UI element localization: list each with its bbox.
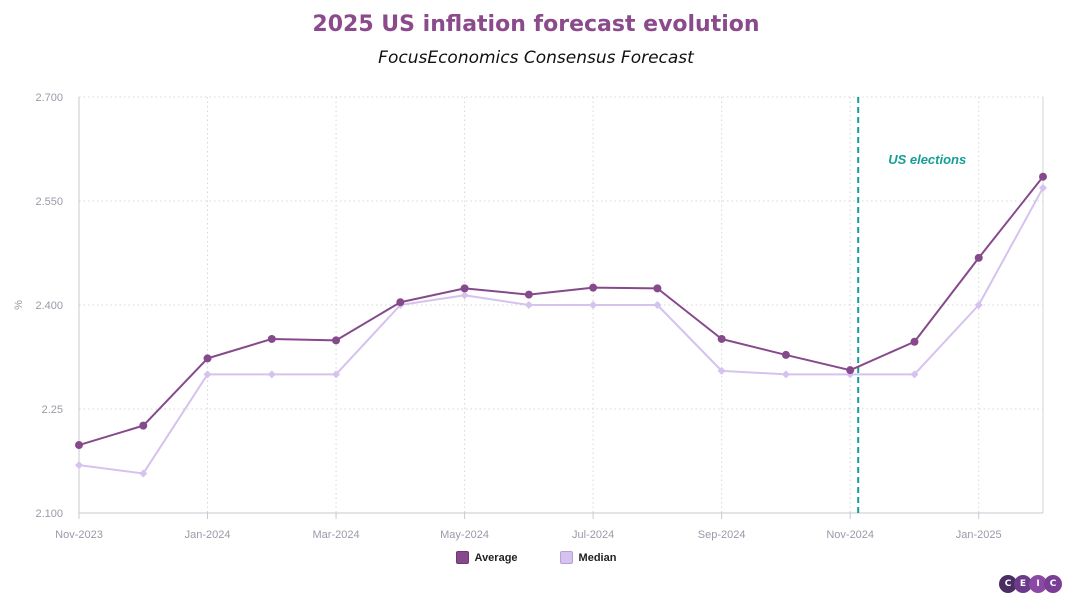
data-point-median[interactable] <box>332 370 341 379</box>
data-point-median[interactable] <box>267 370 276 379</box>
data-point-median[interactable] <box>203 370 212 379</box>
logo-letter: I <box>1029 575 1047 593</box>
data-point-average[interactable] <box>139 421 148 430</box>
data-point-median[interactable] <box>781 370 790 379</box>
data-point-median[interactable] <box>75 461 83 470</box>
data-point-average[interactable] <box>396 298 405 307</box>
data-point-median[interactable] <box>589 301 598 309</box>
data-point-median[interactable] <box>460 291 469 300</box>
data-point-average[interactable] <box>589 283 598 292</box>
data-point-median[interactable] <box>524 301 533 309</box>
x-tick-label: Nov-2024 <box>826 529 874 541</box>
x-tick-label: Jan-2025 <box>956 529 1002 541</box>
x-tick-label: Jul-2024 <box>572 529 614 541</box>
data-point-average[interactable] <box>1039 172 1047 181</box>
axes: 2.100 2.25 2.400 2.550 2.700 Nov-2023 Jan-2024… <box>13 92 1044 541</box>
legend-item-median[interactable]: Median <box>559 551 617 564</box>
x-tick-label: May-2024 <box>440 529 489 541</box>
chart-title: 2025 US inflation forecast evolution <box>312 12 760 37</box>
data-point-median[interactable] <box>910 370 919 379</box>
y-tick-label: 2.550 <box>35 196 63 208</box>
y-tick-label: 2.100 <box>35 508 63 520</box>
data-point-average[interactable] <box>203 354 212 363</box>
logo-letter: C <box>1044 575 1062 593</box>
series-line-average <box>78 176 1044 447</box>
logo-letter: C <box>999 575 1017 593</box>
series-line-median <box>78 187 1044 475</box>
chart-subtitle: FocusEconomics Consensus Forecast <box>378 48 694 68</box>
data-point-average[interactable] <box>332 336 341 345</box>
x-tick-label: Mar-2024 <box>313 529 360 541</box>
data-point-median[interactable] <box>1039 183 1047 192</box>
annotation-label: US elections <box>888 152 966 167</box>
data-point-average[interactable] <box>524 290 533 299</box>
data-point-average[interactable] <box>717 334 726 343</box>
y-tick-label: 2.25 <box>42 404 63 416</box>
x-tick-label: Jan-2024 <box>185 529 231 541</box>
data-point-average[interactable] <box>460 284 469 293</box>
data-point-average[interactable] <box>781 350 790 359</box>
data-point-median[interactable] <box>974 301 983 309</box>
legend-label-average: Average <box>474 551 518 564</box>
data-point-median[interactable] <box>139 469 148 478</box>
data-point-median[interactable] <box>717 366 726 375</box>
y-tick-label: 2.700 <box>35 92 63 104</box>
data-point-average[interactable] <box>75 441 83 450</box>
data-point-average[interactable] <box>846 366 855 375</box>
legend: Average Median <box>0 551 1072 564</box>
data-point-average[interactable] <box>974 253 983 262</box>
x-tick-label: Sep-2024 <box>698 529 746 541</box>
legend-swatch-average <box>455 551 469 564</box>
data-point-average[interactable] <box>910 337 919 346</box>
logo-letter: E <box>1014 575 1032 593</box>
annotations: US elections <box>857 97 966 513</box>
data-point-average[interactable] <box>653 284 662 293</box>
legend-swatch-median <box>559 551 573 564</box>
legend-label-median: Median <box>578 551 617 564</box>
y-axis-label: % <box>13 300 25 310</box>
x-tick-label: Nov-2023 <box>55 529 103 541</box>
data-point-median[interactable] <box>653 301 662 309</box>
y-tick-label: 2.400 <box>35 300 63 312</box>
data-point-average[interactable] <box>267 334 276 343</box>
series <box>75 172 1047 478</box>
legend-item-average[interactable]: Average <box>455 551 518 564</box>
